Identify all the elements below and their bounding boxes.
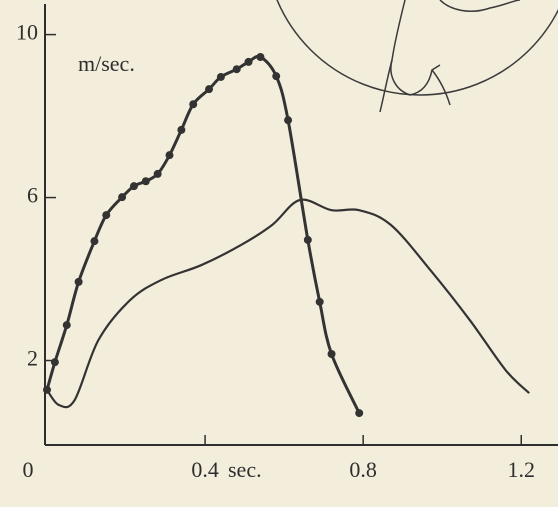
data-point: [189, 100, 198, 109]
data-point: [355, 409, 364, 418]
data-point: [74, 277, 83, 286]
data-point: [62, 321, 71, 330]
data-point: [141, 177, 150, 186]
data-point: [165, 151, 174, 160]
data-point: [153, 169, 162, 178]
data-point: [315, 297, 324, 306]
data-point: [284, 116, 293, 125]
data-point: [303, 235, 312, 244]
data-point: [118, 193, 127, 202]
y-tick-label: 10: [16, 20, 38, 45]
series-line: [45, 54, 361, 414]
data-point: [50, 358, 59, 367]
data-point: [129, 182, 138, 191]
data-point: [90, 237, 99, 246]
y-tick-label: 6: [27, 183, 38, 208]
data-point: [216, 72, 225, 81]
data-point: [205, 85, 214, 94]
data-point: [177, 125, 186, 134]
x-tick-label: 0.4: [191, 457, 219, 482]
data-point: [232, 65, 241, 74]
data-point: [244, 57, 253, 66]
data-point: [256, 53, 265, 61]
x-tick-label: 0.8: [349, 457, 377, 482]
series-line: [46, 198, 530, 409]
x-tick-label: 1.2: [507, 457, 535, 482]
y-axis-label: m/sec.: [78, 51, 135, 76]
data-point: [327, 350, 336, 358]
y-tick-label: 2: [27, 346, 38, 371]
illustration: [276, 0, 558, 113]
data-point: [102, 211, 111, 220]
data-point: [272, 72, 281, 81]
x-axis-label: sec.: [228, 457, 262, 482]
x-tick-label: 0: [23, 457, 34, 482]
